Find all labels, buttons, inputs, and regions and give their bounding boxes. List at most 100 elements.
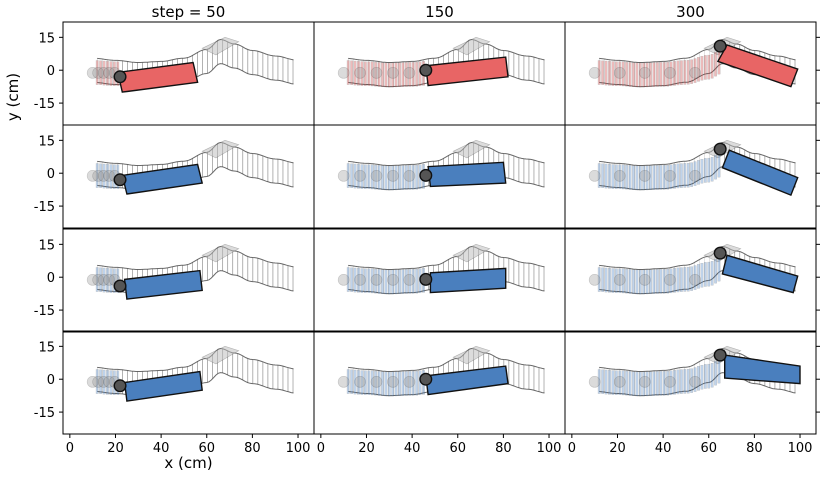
current-box	[721, 149, 799, 197]
trail-box	[367, 61, 371, 86]
trail-box	[652, 62, 656, 87]
trail-marker	[639, 67, 651, 79]
trail-box	[367, 164, 371, 189]
panel-r4-c2	[337, 346, 545, 397]
end-effector-marker	[713, 246, 727, 260]
panel-content	[337, 346, 545, 397]
trail-box	[353, 60, 357, 86]
trail-box	[415, 61, 419, 87]
trail-marker	[337, 274, 350, 286]
trail-box	[601, 60, 605, 85]
trail-marker	[689, 376, 701, 388]
trail-box	[642, 269, 646, 295]
trail-marker	[588, 170, 601, 182]
trail-box	[102, 267, 106, 293]
panel-r3-c2	[337, 244, 545, 295]
ghost-edge-top	[348, 245, 545, 270]
ghost-peak-shade	[452, 37, 491, 56]
trail-box	[611, 164, 615, 189]
trail-box	[381, 62, 384, 87]
panels	[86, 37, 801, 402]
trail-box	[401, 269, 405, 294]
trail-box	[109, 268, 113, 293]
trail-marker	[639, 376, 651, 388]
trail-box	[638, 165, 642, 191]
trail-box	[611, 61, 615, 86]
x-tick-label: 100	[788, 441, 813, 456]
trail-marker	[588, 67, 601, 79]
trail-box	[717, 152, 721, 178]
trail-box	[700, 263, 704, 288]
trail-box	[391, 62, 395, 88]
y-tick-label: 0	[47, 271, 55, 286]
trail-marker	[86, 274, 99, 286]
trail-box	[394, 165, 398, 191]
trail-box	[680, 163, 683, 188]
trail-box	[377, 165, 381, 190]
y-tick-label: -15	[34, 97, 55, 112]
trail-box	[635, 62, 639, 88]
panel-content	[86, 140, 294, 195]
trail-box	[597, 60, 601, 85]
trail-box	[656, 269, 659, 294]
y-tick-label: 15	[38, 340, 55, 355]
y-tick-label: 0	[47, 373, 55, 388]
trail-box	[411, 165, 415, 190]
trail-box	[405, 165, 408, 190]
trail-box	[405, 62, 408, 87]
trail-box	[621, 61, 625, 87]
trail-marker	[387, 170, 399, 182]
trail-box	[350, 267, 354, 292]
trail-box	[370, 370, 374, 396]
panel-content	[588, 346, 801, 397]
trail-box	[703, 364, 707, 389]
trail-marker	[86, 67, 99, 79]
ghost-edge-top	[97, 245, 294, 270]
ghost-peak-shade	[452, 244, 491, 263]
trail-marker	[588, 274, 601, 286]
x-tick-label: 20	[358, 441, 375, 456]
trail-box	[649, 62, 652, 87]
trail-box	[99, 267, 102, 292]
panel-content	[588, 244, 799, 295]
trail-box	[614, 268, 618, 293]
trail-marker	[97, 67, 110, 79]
trail-marker	[387, 67, 399, 79]
panel-r2-c3	[588, 140, 799, 197]
trail-marker	[103, 67, 115, 79]
trail-box	[608, 164, 611, 189]
panel-content	[337, 140, 545, 191]
trail-box	[673, 370, 676, 395]
trail-box	[398, 269, 401, 294]
x-tick-label: 100	[537, 441, 562, 456]
trail-box	[700, 365, 704, 390]
trail-box	[690, 368, 693, 393]
end-effector-marker	[419, 372, 433, 386]
ghost-edge-top	[348, 141, 545, 166]
trail-box	[109, 164, 113, 189]
trail-box	[618, 268, 622, 293]
trail-box	[683, 369, 687, 394]
trail-box	[614, 164, 618, 189]
trail-box	[714, 51, 717, 77]
trail-box	[656, 62, 659, 87]
trail-box	[384, 62, 388, 88]
trail-box	[659, 165, 663, 190]
trail-box	[363, 370, 367, 395]
x-tick-label: 60	[449, 441, 466, 456]
trail-box	[381, 165, 384, 190]
column-title-step-300: 300	[676, 3, 705, 21]
trail-marker	[613, 67, 626, 79]
trail-box	[415, 268, 419, 294]
trail-box	[632, 371, 635, 396]
trail-box	[95, 163, 99, 188]
x-tick-label: 80	[746, 441, 763, 456]
trail-box	[693, 265, 697, 290]
trail-marker	[97, 376, 110, 388]
trail-box	[401, 371, 405, 396]
trail-box	[353, 369, 357, 395]
trail-box	[370, 268, 374, 294]
trail-box	[377, 371, 381, 396]
trail-box	[697, 264, 700, 289]
trail-box	[666, 61, 670, 87]
